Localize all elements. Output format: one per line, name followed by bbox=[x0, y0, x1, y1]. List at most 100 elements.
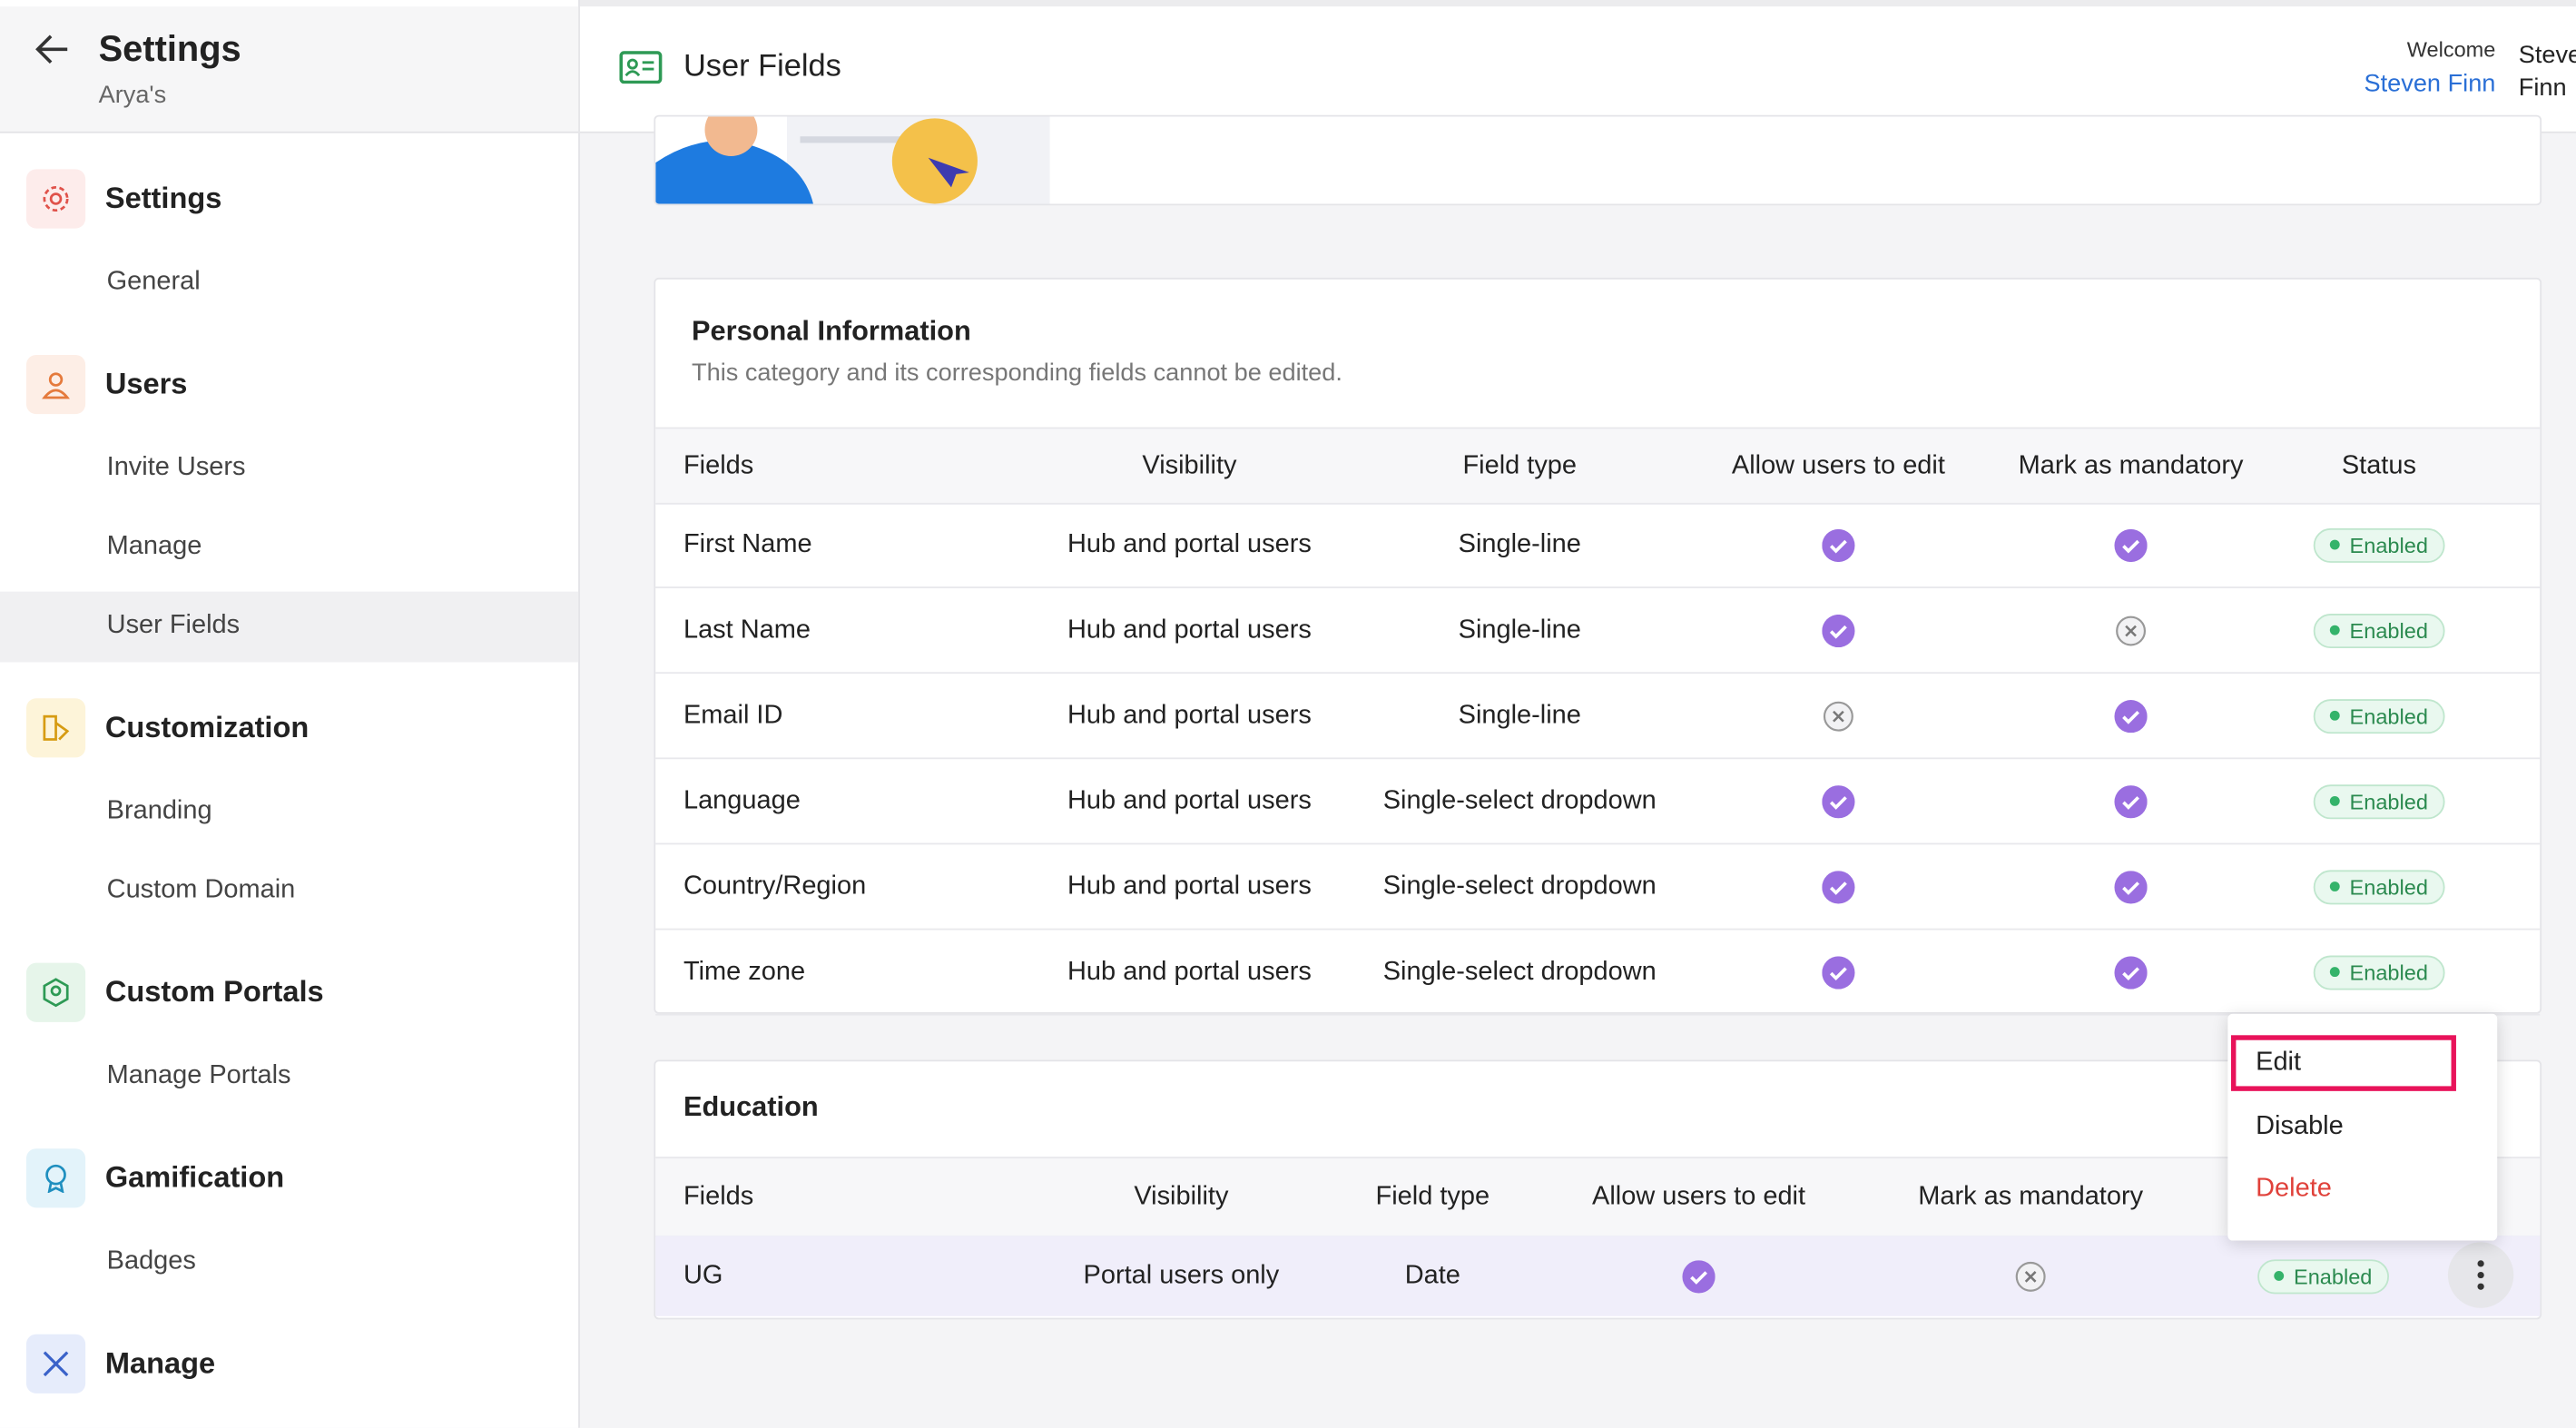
nav-section[interactable]: Custom Portals bbox=[104, 975, 324, 1009]
column-header: Field type bbox=[1375, 1182, 1490, 1211]
status-badge: Enabled bbox=[2313, 698, 2445, 734]
status-text: Enabled bbox=[2349, 617, 2428, 643]
menu-item[interactable]: Delete bbox=[2256, 1175, 2332, 1203]
table-cell: Single-select dropdown bbox=[1382, 786, 1657, 814]
sidebar-title: Settings bbox=[98, 27, 241, 70]
table-row: UG Portal users only Date Enabled bbox=[655, 1236, 2541, 1316]
sidebar-header: Settings Arya's bbox=[0, 6, 579, 133]
status-badge: Enabled bbox=[2257, 1258, 2389, 1294]
context-menu: Edit Disable Delete bbox=[2227, 1013, 2498, 1241]
table-cell: First Name bbox=[683, 529, 812, 558]
cross-icon bbox=[1822, 699, 1854, 732]
table-cell: Portal users only bbox=[1083, 1261, 1280, 1289]
sidebar: Settings Arya's Settings General Users Invi… bbox=[0, 0, 580, 1428]
column-header: Allow users to edit bbox=[1731, 450, 1945, 479]
column-header: Mark as mandatory bbox=[2018, 450, 2244, 479]
section-title: Personal Information bbox=[692, 315, 971, 347]
status-badge: Enabled bbox=[2313, 954, 2445, 990]
status-text: Enabled bbox=[2349, 532, 2428, 557]
check-icon bbox=[2114, 527, 2148, 562]
table-cell: Hub and portal users bbox=[1067, 786, 1312, 814]
page-icon bbox=[619, 51, 663, 84]
table-cell: Time zone bbox=[683, 957, 806, 986]
column-header: Allow users to edit bbox=[1592, 1182, 1806, 1211]
banner-illustration bbox=[655, 116, 1050, 204]
check-icon bbox=[1682, 1259, 1716, 1293]
top-strip bbox=[0, 0, 2576, 7]
table-row: First Name Hub and portal users Single-lin… bbox=[655, 503, 2541, 588]
more-button[interactable] bbox=[2447, 1242, 2514, 1308]
nav-item[interactable]: Badges bbox=[106, 1246, 196, 1275]
cross-icon bbox=[2114, 614, 2147, 646]
section-icon bbox=[25, 698, 86, 758]
check-icon bbox=[2114, 955, 2148, 989]
status-text: Enabled bbox=[2349, 788, 2428, 813]
status-text: Enabled bbox=[2349, 960, 2428, 985]
active-highlight bbox=[0, 591, 579, 663]
personal-card: Personal Information This category and i… bbox=[654, 277, 2542, 1016]
table-cell: Last Name bbox=[683, 615, 811, 644]
section-icon bbox=[25, 1334, 86, 1394]
table-cell: UG bbox=[683, 1261, 723, 1289]
table-cell: Date bbox=[1404, 1261, 1460, 1289]
banner bbox=[654, 114, 2542, 206]
page-title: User Fields bbox=[683, 49, 841, 84]
nav-item[interactable]: Custom Domain bbox=[106, 875, 296, 904]
table-row: Language Hub and portal users Single-selec… bbox=[655, 759, 2541, 845]
highlight-box bbox=[2230, 1035, 2456, 1091]
avatar-text: Steven Finn bbox=[2518, 41, 2576, 103]
status-text: Enabled bbox=[2294, 1263, 2373, 1289]
status-badge: Enabled bbox=[2313, 869, 2445, 904]
table-row: Last Name Hub and portal users Single-line… bbox=[655, 588, 2541, 675]
status-badge: Enabled bbox=[2313, 613, 2445, 648]
nav-item[interactable]: Invite Users bbox=[106, 453, 246, 482]
table-cell: Single-line bbox=[1458, 615, 1581, 644]
column-header: Mark as mandatory bbox=[1918, 1182, 2144, 1211]
education-card: Education Fields Visibility Field type Allo… bbox=[654, 1059, 2542, 1320]
section-icon bbox=[25, 1148, 86, 1208]
section-description: This category and its corresponding fiel… bbox=[692, 359, 1342, 388]
nav-section[interactable]: Users bbox=[104, 367, 188, 400]
check-icon bbox=[1822, 614, 1855, 647]
table-row: Email ID Hub and portal users Single-line E… bbox=[655, 674, 2541, 760]
header: User Fields Welcome Steven Finn Steven F… bbox=[579, 6, 2576, 133]
table-row: Time zone Hub and portal users Single-sele… bbox=[655, 930, 2541, 1016]
column-header: Visibility bbox=[1142, 450, 1237, 479]
table-cell: Hub and portal users bbox=[1067, 529, 1312, 558]
sidebar-subtitle: Arya's bbox=[98, 81, 167, 110]
table-cell: Hub and portal users bbox=[1067, 615, 1312, 644]
nav-section[interactable]: Customization bbox=[104, 710, 310, 744]
nav-section[interactable]: Manage bbox=[104, 1346, 216, 1380]
table-cell: Hub and portal users bbox=[1067, 872, 1312, 900]
column-header: Visibility bbox=[1134, 1182, 1229, 1211]
user-name[interactable]: Steven Finn bbox=[2364, 69, 2496, 98]
table-cell: Hub and portal users bbox=[1067, 700, 1312, 729]
status-badge: Enabled bbox=[2313, 783, 2445, 819]
section-icon bbox=[25, 169, 86, 229]
nav-item[interactable]: Branding bbox=[106, 796, 212, 825]
nav-section[interactable]: Gamification bbox=[104, 1160, 285, 1194]
nav-item[interactable]: Manage Portals bbox=[106, 1061, 291, 1090]
table-cell: Country/Region bbox=[683, 872, 867, 900]
column-header: Fields bbox=[683, 1182, 754, 1211]
table-cell: Single-line bbox=[1458, 700, 1581, 729]
check-icon bbox=[1822, 870, 1855, 903]
nav-section[interactable]: Settings bbox=[104, 182, 222, 215]
back-button[interactable] bbox=[34, 33, 71, 65]
cross-icon bbox=[2014, 1259, 2047, 1292]
table-header: Fields Visibility Field type Allow users to… bbox=[655, 1157, 2541, 1237]
table-cell: Language bbox=[683, 786, 801, 814]
nav-item[interactable]: Manage bbox=[106, 532, 202, 561]
section-title: Education bbox=[683, 1090, 819, 1123]
status-badge: Enabled bbox=[2313, 527, 2445, 563]
nav-item[interactable]: User Fields bbox=[106, 611, 241, 640]
check-icon bbox=[2114, 784, 2148, 818]
column-header: Field type bbox=[1462, 450, 1578, 479]
column-header: Status bbox=[2341, 450, 2416, 479]
column-header: Fields bbox=[683, 450, 754, 479]
nav-item[interactable]: General bbox=[106, 268, 201, 296]
menu-item[interactable]: Disable bbox=[2256, 1111, 2344, 1140]
menu-item[interactable]: Edit bbox=[2256, 1048, 2302, 1077]
